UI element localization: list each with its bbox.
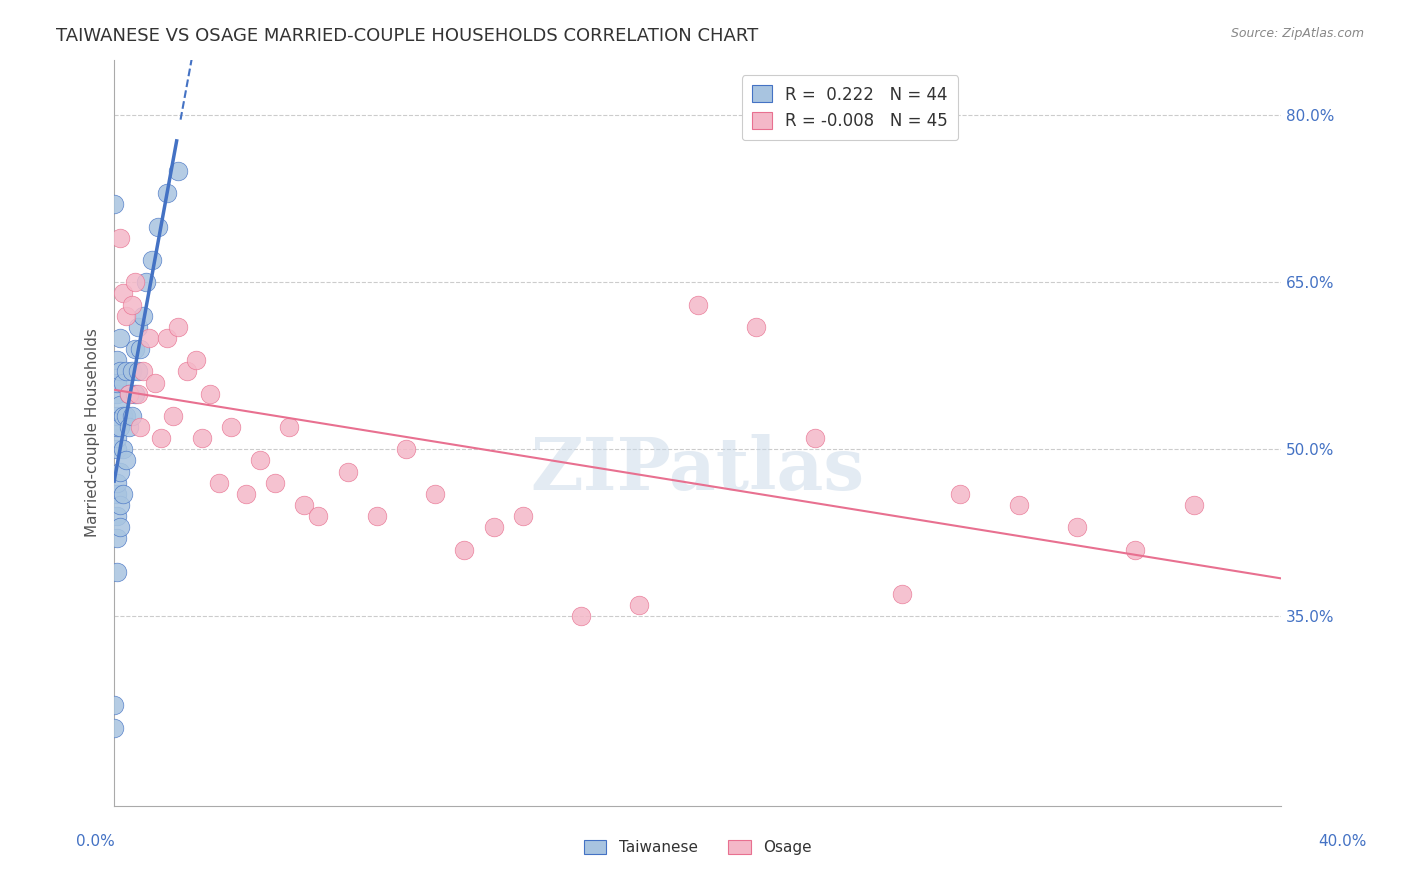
Point	[891, 587, 914, 601]
Legend: R =  0.222   N = 44, R = -0.008   N = 45: R = 0.222 N = 44, R = -0.008 N = 45	[742, 76, 957, 140]
Point	[190, 431, 212, 445]
Point	[129, 420, 152, 434]
Point	[108, 420, 131, 434]
Point	[118, 420, 141, 434]
Point	[115, 309, 138, 323]
Point	[184, 353, 207, 368]
Point	[103, 197, 125, 211]
Point	[103, 698, 125, 713]
Point	[141, 253, 163, 268]
Point	[569, 609, 592, 624]
Point	[108, 364, 131, 378]
Point	[219, 420, 242, 434]
Point	[512, 509, 534, 524]
Point	[108, 331, 131, 345]
Point	[105, 475, 128, 490]
Point	[235, 487, 257, 501]
Point	[143, 376, 166, 390]
Point	[105, 532, 128, 546]
Point	[121, 297, 143, 311]
Point	[105, 509, 128, 524]
Point	[292, 498, 315, 512]
Point	[108, 231, 131, 245]
Point	[111, 409, 134, 423]
Point	[686, 297, 709, 311]
Point	[1008, 498, 1031, 512]
Point	[115, 453, 138, 467]
Point	[129, 342, 152, 356]
Point	[108, 498, 131, 512]
Point	[103, 721, 125, 735]
Point	[115, 364, 138, 378]
Point	[105, 442, 128, 457]
Point	[200, 386, 222, 401]
Point	[146, 219, 169, 234]
Point	[278, 420, 301, 434]
Point	[111, 442, 134, 457]
Point	[105, 353, 128, 368]
Point	[263, 475, 285, 490]
Point	[118, 386, 141, 401]
Text: 40.0%: 40.0%	[1319, 834, 1367, 849]
Point	[124, 342, 146, 356]
Point	[105, 386, 128, 401]
Point	[105, 431, 128, 445]
Point	[132, 364, 155, 378]
Point	[108, 520, 131, 534]
Point	[156, 331, 179, 345]
Point	[628, 598, 651, 612]
Point	[105, 376, 128, 390]
Point	[167, 164, 190, 178]
Point	[803, 431, 825, 445]
Point	[162, 409, 184, 423]
Point	[111, 286, 134, 301]
Point	[395, 442, 418, 457]
Point	[118, 386, 141, 401]
Point	[208, 475, 231, 490]
Point	[249, 453, 271, 467]
Point	[121, 409, 143, 423]
Point	[127, 386, 149, 401]
Text: TAIWANESE VS OSAGE MARRIED-COUPLE HOUSEHOLDS CORRELATION CHART: TAIWANESE VS OSAGE MARRIED-COUPLE HOUSEH…	[56, 27, 758, 45]
Point	[124, 386, 146, 401]
Y-axis label: Married-couple Households: Married-couple Households	[86, 328, 100, 537]
Point	[1125, 542, 1147, 557]
Point	[132, 309, 155, 323]
Text: Source: ZipAtlas.com: Source: ZipAtlas.com	[1230, 27, 1364, 40]
Point	[111, 487, 134, 501]
Point	[138, 331, 160, 345]
Point	[108, 398, 131, 412]
Point	[167, 319, 190, 334]
Point	[482, 520, 505, 534]
Point	[745, 319, 768, 334]
Point	[111, 376, 134, 390]
Point	[124, 275, 146, 289]
Point	[307, 509, 329, 524]
Point	[1066, 520, 1088, 534]
Point	[135, 275, 157, 289]
Point	[105, 420, 128, 434]
Point	[127, 319, 149, 334]
Point	[115, 409, 138, 423]
Point	[366, 509, 388, 524]
Point	[127, 364, 149, 378]
Text: 0.0%: 0.0%	[76, 834, 115, 849]
Point	[176, 364, 198, 378]
Point	[149, 431, 172, 445]
Text: ZIPatlas: ZIPatlas	[530, 434, 865, 506]
Point	[105, 487, 128, 501]
Point	[336, 465, 359, 479]
Point	[108, 465, 131, 479]
Point	[156, 186, 179, 201]
Point	[949, 487, 972, 501]
Point	[1182, 498, 1205, 512]
Point	[453, 542, 475, 557]
Point	[105, 409, 128, 423]
Point	[425, 487, 447, 501]
Point	[105, 565, 128, 579]
Point	[121, 364, 143, 378]
